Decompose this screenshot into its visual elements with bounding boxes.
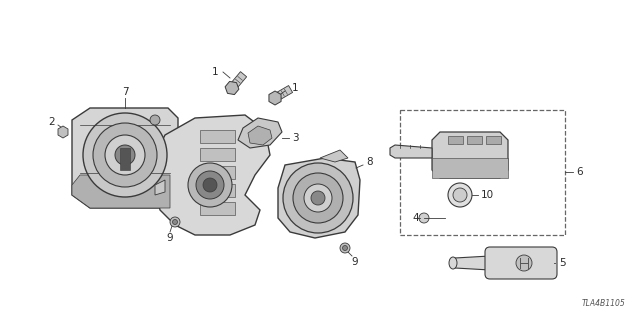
Circle shape — [196, 171, 224, 199]
Circle shape — [283, 163, 353, 233]
Polygon shape — [155, 180, 165, 195]
Polygon shape — [58, 126, 68, 138]
Polygon shape — [200, 202, 235, 215]
Bar — [467, 136, 482, 144]
Circle shape — [150, 115, 160, 125]
Circle shape — [293, 173, 343, 223]
Text: 4: 4 — [413, 213, 419, 223]
Circle shape — [170, 217, 180, 227]
Circle shape — [115, 145, 135, 165]
Polygon shape — [200, 148, 235, 161]
Polygon shape — [248, 126, 272, 145]
Polygon shape — [278, 158, 360, 238]
Bar — [448, 136, 463, 144]
Polygon shape — [390, 145, 432, 158]
Circle shape — [340, 243, 350, 253]
Polygon shape — [225, 81, 239, 95]
Circle shape — [188, 163, 232, 207]
Polygon shape — [120, 148, 130, 170]
Text: 2: 2 — [49, 117, 55, 127]
Circle shape — [203, 178, 217, 192]
Text: 1: 1 — [292, 83, 298, 93]
Polygon shape — [200, 166, 235, 179]
Circle shape — [304, 184, 332, 212]
Circle shape — [93, 123, 157, 187]
FancyBboxPatch shape — [485, 247, 557, 279]
Polygon shape — [455, 256, 490, 270]
Circle shape — [173, 220, 177, 225]
Polygon shape — [273, 85, 292, 101]
Circle shape — [516, 255, 532, 271]
Text: 7: 7 — [122, 87, 128, 97]
Ellipse shape — [449, 257, 457, 269]
Circle shape — [105, 135, 145, 175]
Text: 8: 8 — [367, 157, 373, 167]
Text: 10: 10 — [481, 190, 493, 200]
Polygon shape — [229, 72, 246, 91]
Polygon shape — [200, 130, 235, 143]
Text: 9: 9 — [166, 233, 173, 243]
Circle shape — [448, 183, 472, 207]
Polygon shape — [72, 175, 170, 208]
Circle shape — [83, 113, 167, 197]
Polygon shape — [72, 108, 178, 208]
Text: 1: 1 — [212, 67, 218, 77]
Polygon shape — [200, 184, 235, 197]
Text: 3: 3 — [292, 133, 298, 143]
Polygon shape — [269, 91, 281, 105]
Polygon shape — [432, 132, 508, 178]
Bar — [486, 136, 501, 144]
Circle shape — [311, 191, 325, 205]
Bar — [400, 110, 565, 235]
Text: TLA4B1105: TLA4B1105 — [581, 299, 625, 308]
Polygon shape — [238, 118, 282, 148]
Circle shape — [419, 213, 429, 223]
Circle shape — [453, 188, 467, 202]
Polygon shape — [320, 150, 348, 162]
Circle shape — [342, 245, 348, 251]
Text: 6: 6 — [577, 167, 583, 177]
Text: 9: 9 — [352, 257, 358, 267]
Text: 5: 5 — [559, 258, 565, 268]
Polygon shape — [155, 115, 270, 235]
Bar — [432, 158, 508, 178]
